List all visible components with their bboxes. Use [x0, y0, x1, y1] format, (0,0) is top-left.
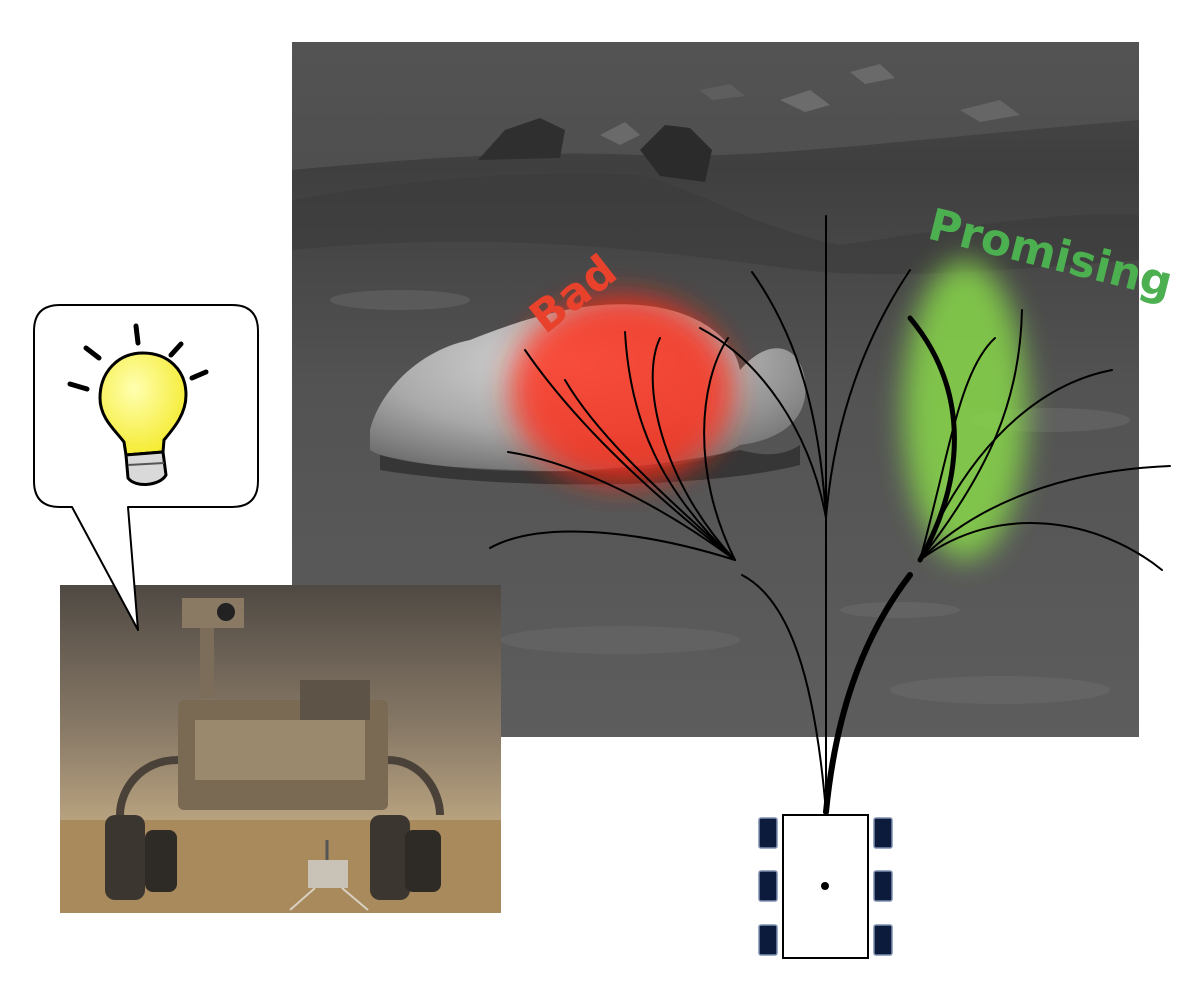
- wheel: [758, 870, 778, 902]
- wheel: [758, 924, 778, 956]
- wheel: [873, 817, 893, 849]
- rover-photo: [60, 585, 501, 913]
- wheel: [873, 870, 893, 902]
- bad-region: [510, 295, 734, 485]
- lightbulb-icon: [67, 323, 209, 486]
- robot-diagram: [758, 814, 893, 959]
- root-trajectory-selected: [823, 572, 913, 815]
- trajectory-tree: [489, 215, 1171, 815]
- wheel: [758, 817, 778, 849]
- wheel: [873, 924, 893, 956]
- robot-body: [782, 814, 869, 959]
- promising-region: [903, 260, 1027, 560]
- root-trajectory-left: [741, 574, 827, 813]
- robot-center-dot: [821, 882, 829, 890]
- thought-bubble: [33, 304, 259, 631]
